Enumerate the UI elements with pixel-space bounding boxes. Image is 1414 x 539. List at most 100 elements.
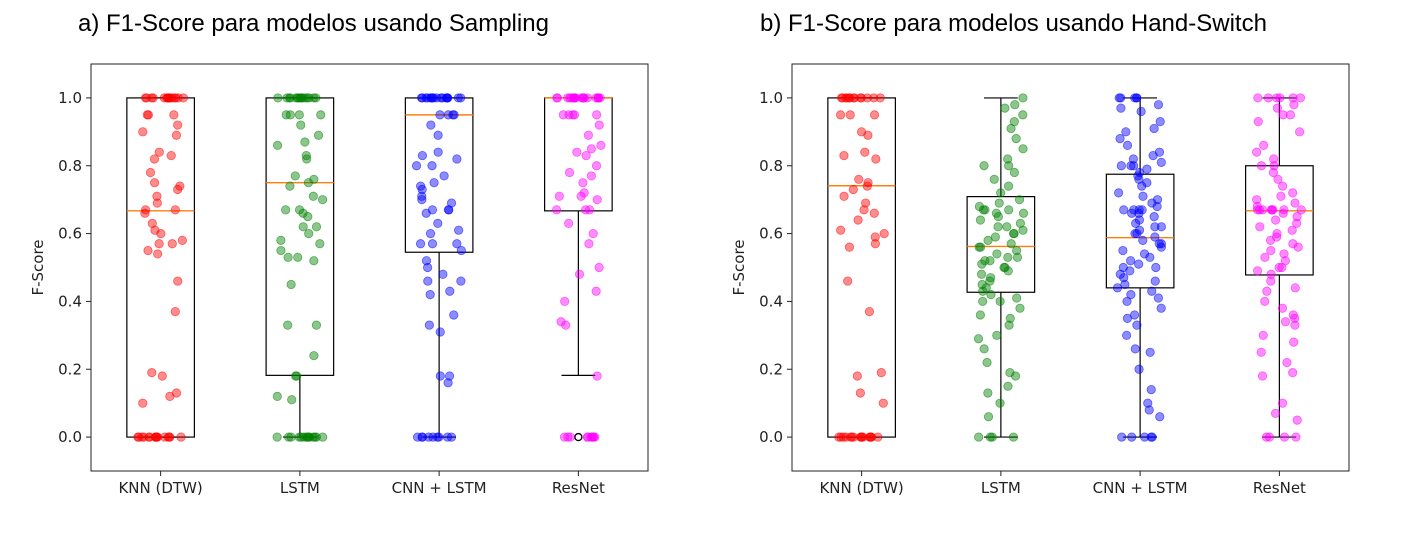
data-point <box>152 198 162 208</box>
data-point <box>1116 161 1126 171</box>
data-point <box>588 432 598 442</box>
data-point <box>426 120 436 130</box>
data-point <box>446 432 457 442</box>
data-point <box>1270 408 1281 418</box>
data-point <box>879 228 889 239</box>
data-point <box>417 191 427 201</box>
data-point <box>1137 205 1147 215</box>
data-point <box>591 161 602 171</box>
data-point <box>1134 364 1144 374</box>
data-point <box>1263 93 1273 103</box>
data-point <box>176 432 186 442</box>
data-point <box>841 432 851 442</box>
data-point <box>994 198 1004 208</box>
data-point <box>309 174 319 184</box>
data-point <box>594 262 604 273</box>
data-point <box>1150 232 1160 242</box>
data-point <box>433 130 443 140</box>
data-point <box>272 391 282 401</box>
data-point <box>584 239 594 249</box>
data-point <box>977 259 987 269</box>
data-point <box>1127 432 1137 442</box>
data-point <box>1252 195 1262 205</box>
data-point <box>1145 347 1155 357</box>
box <box>404 97 474 253</box>
data-point <box>292 371 302 381</box>
data-point <box>303 432 313 442</box>
data-point <box>986 290 996 300</box>
data-point <box>276 235 286 245</box>
data-point <box>1295 127 1305 137</box>
data-point <box>178 93 188 103</box>
data-point <box>301 150 311 161</box>
data-point <box>876 368 886 378</box>
data-point <box>133 432 143 442</box>
data-point <box>1002 222 1012 232</box>
data-point <box>986 273 996 283</box>
data-point <box>1147 286 1157 296</box>
data-point <box>979 161 989 171</box>
data-point <box>157 371 167 381</box>
data-point <box>293 252 303 262</box>
plot-frame <box>791 63 1350 472</box>
data-point <box>859 205 869 215</box>
y-tick-label: 0.0 <box>58 428 82 446</box>
data-point <box>141 93 152 103</box>
chart-b-title: b) F1-Score para modelos usando Hand-Swi… <box>760 10 1267 37</box>
data-point <box>1253 266 1263 276</box>
data-point <box>1156 242 1166 252</box>
data-point <box>1290 198 1300 208</box>
y-tick-label: 0.0 <box>759 428 783 446</box>
x-tick-label: KNN (DTW) <box>819 479 903 497</box>
data-point <box>1011 134 1021 144</box>
data-point <box>1125 266 1135 276</box>
chart-a-plot: 0.0 0.2 0.4 0.6 0.8 1.0 F-Score KNN (DTW) LSTM CN… <box>29 63 649 497</box>
data-point <box>1277 303 1288 313</box>
data-point <box>286 279 296 290</box>
data-point <box>456 245 466 256</box>
data-point <box>979 344 989 354</box>
data-point <box>1152 195 1163 205</box>
data-point <box>169 110 179 120</box>
data-point <box>303 212 313 222</box>
y-tick-label: 0.8 <box>759 157 783 175</box>
data-point <box>592 110 602 120</box>
data-point <box>1265 235 1276 245</box>
data-point <box>303 178 313 188</box>
data-point <box>992 249 1002 259</box>
plot-frame <box>90 63 649 472</box>
data-point <box>1127 208 1137 218</box>
data-point <box>1285 110 1296 120</box>
data-point <box>836 432 846 442</box>
data-point <box>415 239 426 249</box>
data-point <box>983 388 993 398</box>
data-point <box>983 235 993 245</box>
data-point <box>860 147 870 157</box>
data-point <box>1150 222 1160 232</box>
data-point <box>438 269 448 279</box>
data-point <box>298 208 308 218</box>
data-point <box>1261 432 1272 442</box>
data-point <box>1268 167 1279 178</box>
data-point <box>311 222 322 232</box>
data-point <box>1137 181 1147 191</box>
data-point <box>1282 357 1292 368</box>
data-point <box>1291 432 1301 442</box>
data-point <box>1156 303 1166 313</box>
data-point <box>554 191 564 201</box>
data-point <box>849 93 859 103</box>
data-point <box>1115 269 1125 279</box>
data-point <box>1004 320 1014 330</box>
data-point <box>973 334 984 344</box>
data-point <box>996 188 1006 198</box>
data-point <box>1253 117 1263 127</box>
data-point <box>169 93 179 103</box>
data-point <box>283 252 293 262</box>
data-point <box>272 140 283 150</box>
data-point <box>1255 205 1265 215</box>
y-tick-label: 0.2 <box>759 360 783 378</box>
data-point <box>448 110 458 120</box>
data-point <box>1116 103 1126 113</box>
data-point <box>1117 432 1127 442</box>
data-point <box>1279 432 1290 442</box>
